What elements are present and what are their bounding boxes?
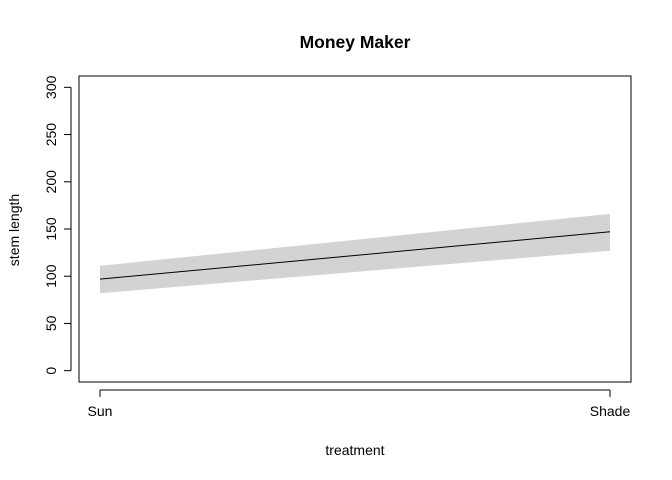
y-tick-label: 200 xyxy=(43,170,59,194)
y-axis-label: stem length xyxy=(6,194,22,266)
y-tick-label: 100 xyxy=(43,264,59,288)
confidence-band xyxy=(100,213,610,294)
x-tick-label: Shade xyxy=(590,403,631,419)
x-axis-label: treatment xyxy=(325,442,384,458)
y-tick-label: 250 xyxy=(43,123,59,147)
y-tick-label: 0 xyxy=(43,367,59,375)
x-tick-label: Sun xyxy=(88,403,113,419)
plot-area: 0 50 100 150 200 250 300 Sun Shade xyxy=(43,75,632,419)
y-tick-label: 50 xyxy=(43,315,59,331)
y-tick-label: 300 xyxy=(43,75,59,99)
chart-title: Money Maker xyxy=(300,32,411,52)
y-tick-label: 150 xyxy=(43,217,59,241)
fit-line xyxy=(99,231,611,280)
plot-frame xyxy=(78,75,632,383)
